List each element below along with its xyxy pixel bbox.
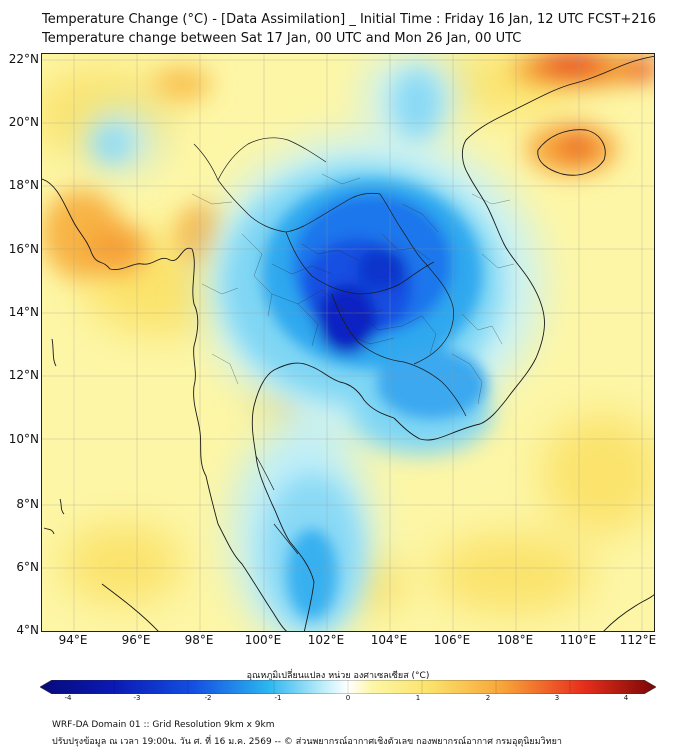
- footer-credit: ปรับปรุงข้อมูล ณ เวลา 19:00น. วัน ศ. ที่…: [52, 737, 562, 747]
- colorbar-tick: -4: [64, 694, 72, 702]
- colorbar-tick: 3: [554, 694, 560, 702]
- lon-label-112e: 112°E: [619, 633, 657, 647]
- lon-label-102e: 102°E: [307, 633, 345, 647]
- colorbar-tick: -1: [274, 694, 282, 702]
- map-canvas: [42, 54, 654, 631]
- lon-label-98e: 98°E: [184, 633, 214, 647]
- lon-label-110e: 110°E: [559, 633, 597, 647]
- lat-label-20n: 20°N: [8, 115, 39, 129]
- province-boundaries: [191, 173, 515, 405]
- lat-label-8n: 8°N: [16, 497, 39, 511]
- lat-label-4n: 4°N: [16, 623, 39, 637]
- colorbar-tick: -3: [133, 694, 141, 702]
- lon-label-96e: 96°E: [121, 633, 151, 647]
- colorbar-title: อุณหภูมิเปลี่ยนแปลง หน่วย องศาเซลเซียส (…: [246, 671, 430, 681]
- colorbar-tick: 2: [485, 694, 491, 702]
- lat-label-14n: 14°N: [8, 305, 39, 319]
- colorbar-tick: -2: [204, 694, 212, 702]
- lat-label-6n: 6°N: [16, 560, 39, 574]
- temperature-change-map[interactable]: [41, 53, 655, 632]
- colorbar-tick: 0: [345, 694, 351, 702]
- coastlines: [42, 55, 654, 631]
- colorbar-tick: 4: [623, 694, 629, 702]
- lon-label-108e: 108°E: [496, 633, 534, 647]
- country-borders: [193, 137, 467, 555]
- footer-model-info: WRF-DA Domain 01 :: Grid Resolution 9km …: [52, 720, 275, 730]
- lon-label-100e: 100°E: [244, 633, 282, 647]
- lat-label-10n: 10°N: [8, 432, 39, 446]
- map-title: Temperature Change (°C) - [Data Assimila…: [42, 12, 657, 27]
- lat-label-22n: 22°N: [8, 52, 39, 66]
- lon-label-104e: 104°E: [370, 633, 408, 647]
- colorbar: [40, 680, 656, 694]
- colorbar-divisions: [113, 680, 571, 694]
- lat-label-18n: 18°N: [8, 178, 39, 192]
- lat-label-12n: 12°N: [8, 368, 39, 382]
- lon-label-106e: 106°E: [433, 633, 471, 647]
- colorbar-gradient: [40, 680, 656, 694]
- graticule: [42, 54, 654, 631]
- lat-label-16n: 16°N: [8, 242, 39, 256]
- map-subtitle: Temperature change between Sat 17 Jan, 0…: [42, 31, 522, 46]
- lon-label-94e: 94°E: [58, 633, 88, 647]
- colorbar-tick: 1: [415, 694, 421, 702]
